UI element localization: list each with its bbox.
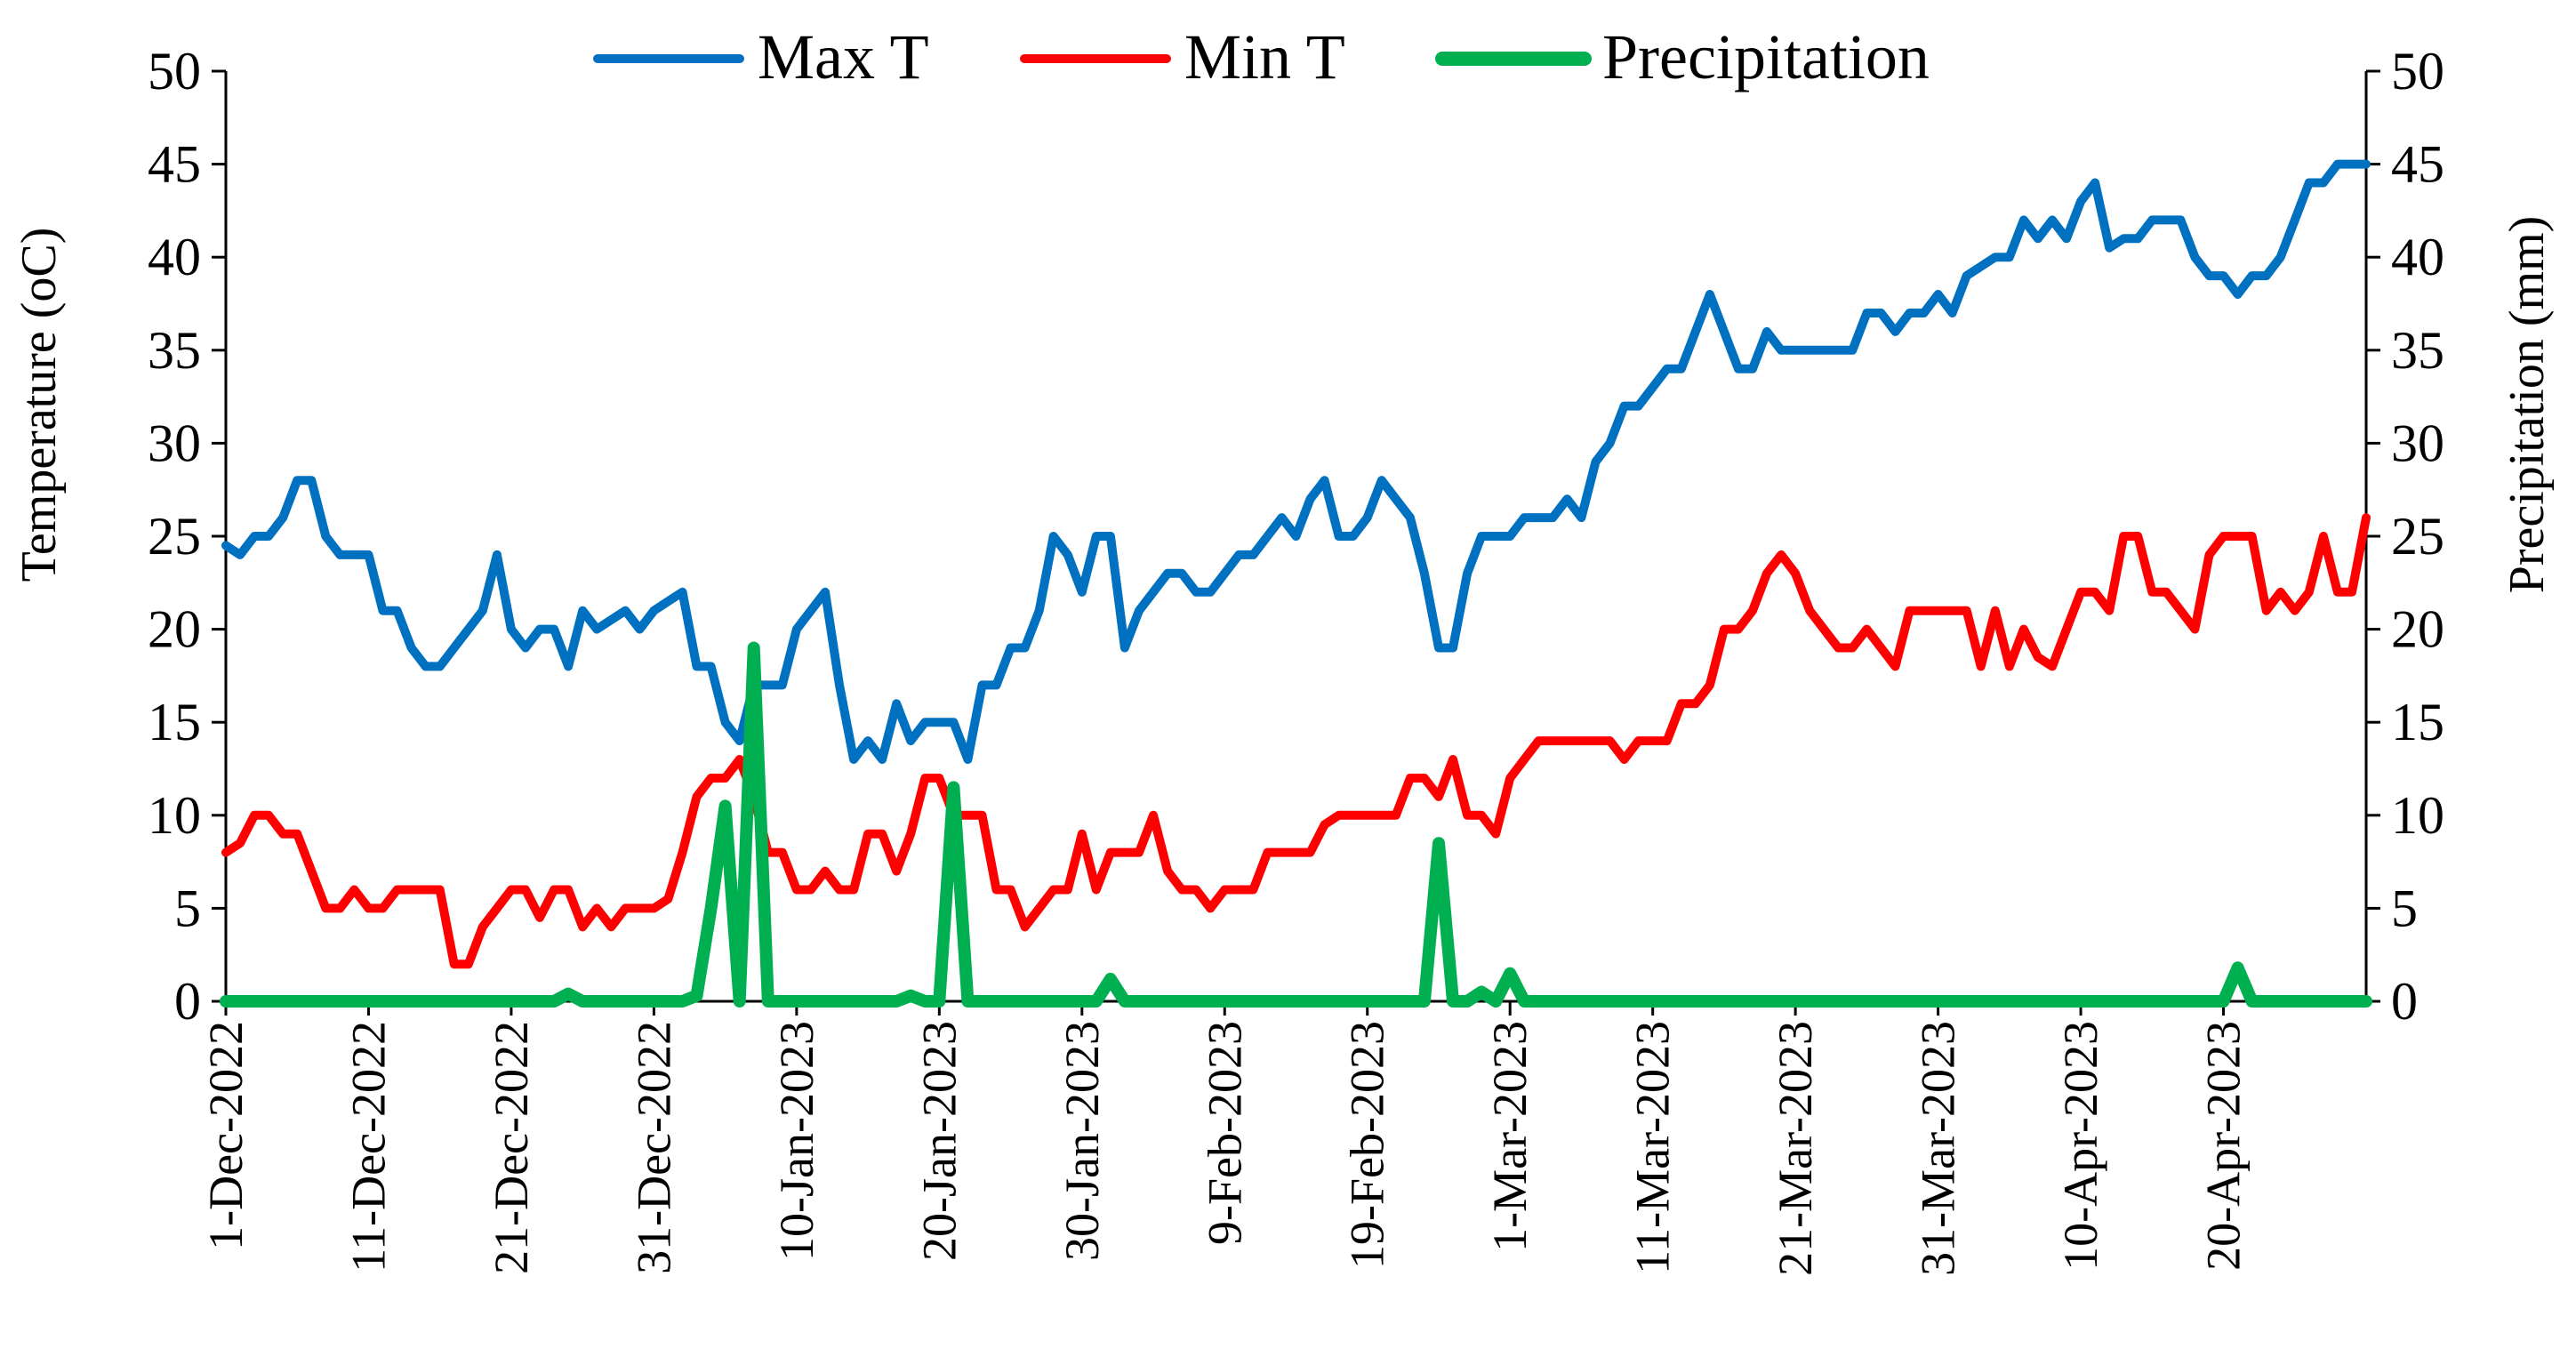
y-right-tick-label: 25 [2391, 507, 2444, 566]
y-right-tick-label: 35 [2391, 321, 2444, 380]
y-right-tick-label: 5 [2391, 879, 2418, 937]
y-right-tick-label: 30 [2391, 414, 2444, 472]
y-left-tick-label: 20 [148, 600, 201, 659]
y-left-tick-label: 45 [148, 135, 201, 194]
x-tick-label: 31-Mar-2023 [1912, 1021, 1965, 1276]
x-tick-label: 20-Jan-2023 [912, 1021, 966, 1261]
y-right-tick-label: 40 [2391, 228, 2444, 286]
x-tick-label: 10-Jan-2023 [770, 1021, 823, 1261]
x-tick-label: 1-Dec-2022 [199, 1021, 253, 1250]
y-left-tick-label: 5 [174, 879, 201, 937]
x-tick-label: 9-Feb-2023 [1198, 1021, 1251, 1245]
legend: Max T Min T Precipitation [593, 21, 1930, 92]
legend-label-max-t: Max T [758, 21, 929, 92]
x-tick-label: 31-Dec-2022 [627, 1021, 680, 1274]
x-tick-label: 1-Mar-2023 [1483, 1021, 1537, 1252]
x-tick-label: 10-Apr-2023 [2054, 1021, 2107, 1271]
legend-label-precipitation: Precipitation [1602, 21, 1930, 92]
y-left-tick-label: 25 [148, 507, 201, 566]
x-tick-label: 19-Feb-2023 [1341, 1021, 1394, 1269]
legend-label-min-t: Min T [1184, 21, 1345, 92]
y-left-tick-label: 10 [148, 786, 201, 845]
y-left-tick-label: 15 [148, 693, 201, 751]
x-tick-label: 30-Jan-2023 [1055, 1021, 1109, 1261]
x-tick-label: 21-Mar-2023 [1769, 1021, 1822, 1276]
y-left-tick-label: 40 [148, 228, 201, 286]
x-tick-label: 11-Dec-2022 [341, 1021, 395, 1273]
y-right-tick-label: 0 [2391, 972, 2418, 1031]
x-tick-label: 21-Dec-2022 [485, 1021, 538, 1274]
y-right-tick-label: 20 [2391, 600, 2444, 659]
y-axis-left-title: Temperature (oC) [12, 228, 67, 582]
y-left-tick-label: 50 [148, 42, 201, 100]
y-right-tick-label: 45 [2391, 135, 2444, 194]
y-left-tick-label: 0 [174, 972, 201, 1031]
y-right-tick-label: 15 [2391, 693, 2444, 751]
axes-group: 0 5 10 15 20 25 30 35 40 45 50 0 5 10 15 20 25 30 35 40 45 50… [148, 42, 2444, 1276]
series-line-min-t [221, 513, 2371, 969]
series-line-precipitation [220, 641, 2372, 1008]
y-right-tick-label: 10 [2391, 786, 2444, 845]
y-left-tick-label: 35 [148, 321, 201, 380]
series-line-max-t [221, 159, 2371, 764]
y-axis-right-title: Precipitation (mm) [2500, 216, 2555, 594]
x-tick-label: 11-Mar-2023 [1626, 1021, 1680, 1274]
y-right-tick-label: 50 [2391, 42, 2444, 100]
series-group [220, 159, 2372, 1008]
x-tick-label: 20-Apr-2023 [2197, 1021, 2251, 1271]
y-left-tick-label: 30 [148, 414, 201, 472]
